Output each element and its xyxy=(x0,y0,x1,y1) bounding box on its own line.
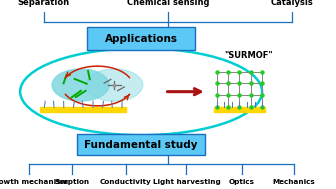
FancyBboxPatch shape xyxy=(77,134,205,155)
Circle shape xyxy=(52,69,109,101)
Text: Growth mechanism: Growth mechanism xyxy=(0,179,68,185)
Text: Chemical sensing: Chemical sensing xyxy=(127,0,209,7)
Text: Fundamental study: Fundamental study xyxy=(84,140,198,149)
Circle shape xyxy=(86,69,143,101)
Text: "SURMOF": "SURMOF" xyxy=(224,51,273,60)
Bar xyxy=(214,107,265,112)
Text: Catalysis: Catalysis xyxy=(271,0,314,7)
Text: Applications: Applications xyxy=(104,34,178,44)
Text: Sorption: Sorption xyxy=(55,179,90,185)
Text: Light harvesting: Light harvesting xyxy=(153,179,220,185)
Text: Separation: Separation xyxy=(17,0,70,7)
Text: Conductivity: Conductivity xyxy=(100,179,152,185)
Bar xyxy=(40,107,126,112)
Text: Mechanics: Mechanics xyxy=(272,179,316,185)
FancyBboxPatch shape xyxy=(87,27,195,50)
Text: Optics: Optics xyxy=(229,179,255,185)
